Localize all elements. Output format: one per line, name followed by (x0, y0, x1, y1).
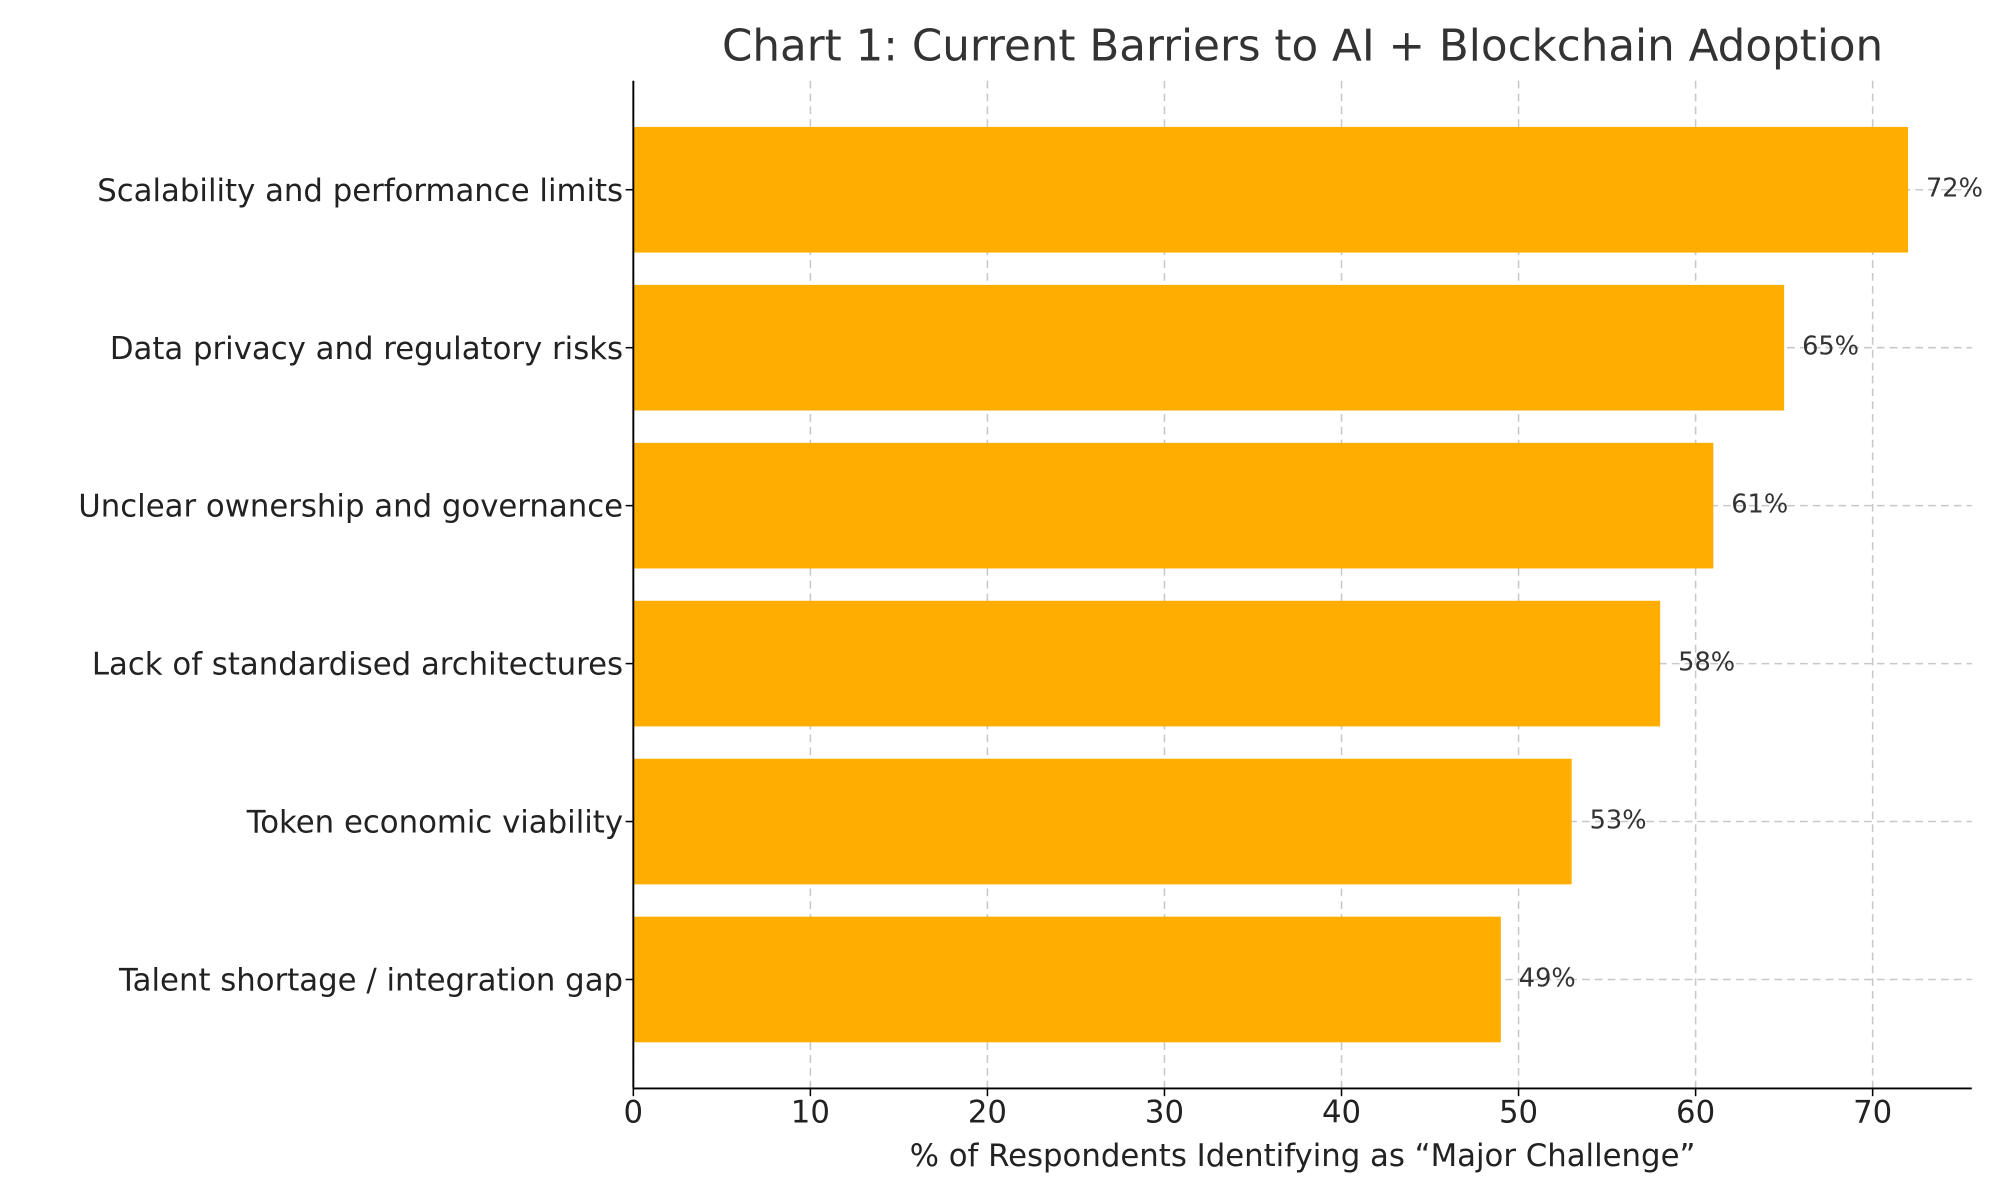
x-tick-label: 60 (1676, 1095, 1715, 1131)
bar (633, 284, 1785, 411)
bar (633, 126, 1909, 253)
value-label: 53% (1590, 806, 1647, 836)
y-tick-label: Token economic viability (246, 805, 623, 841)
value-label: 65% (1802, 332, 1859, 362)
x-tick-label: 0 (624, 1095, 644, 1131)
x-tick-label: 40 (1322, 1095, 1361, 1131)
chart-title: Chart 1: Current Barriers to AI + Blockc… (722, 22, 1883, 72)
x-tick-label: 20 (968, 1095, 1007, 1131)
value-label: 72% (1926, 174, 1983, 204)
value-label: 49% (1519, 963, 1576, 993)
x-tick-label: 70 (1853, 1095, 1892, 1131)
y-tick-label: Data privacy and regulatory risks (110, 331, 623, 367)
bar (633, 442, 1714, 569)
x-tick-label: 10 (791, 1095, 830, 1131)
y-tick-label: Scalability and performance limits (97, 173, 623, 209)
x-axis-label: % of Respondents Identifying as “Major C… (910, 1138, 1696, 1174)
y-tick-label: Lack of standardised architectures (92, 647, 623, 683)
bar (633, 758, 1572, 885)
x-tick-label: 30 (1145, 1095, 1184, 1131)
value-label: 58% (1678, 648, 1735, 678)
bar (633, 600, 1661, 727)
y-tick-label: Unclear ownership and governance (78, 489, 623, 525)
x-tick-label: 50 (1499, 1095, 1538, 1131)
bar (633, 916, 1501, 1043)
y-tick-label: Talent shortage / integration gap (118, 963, 623, 999)
value-label: 61% (1731, 490, 1788, 520)
